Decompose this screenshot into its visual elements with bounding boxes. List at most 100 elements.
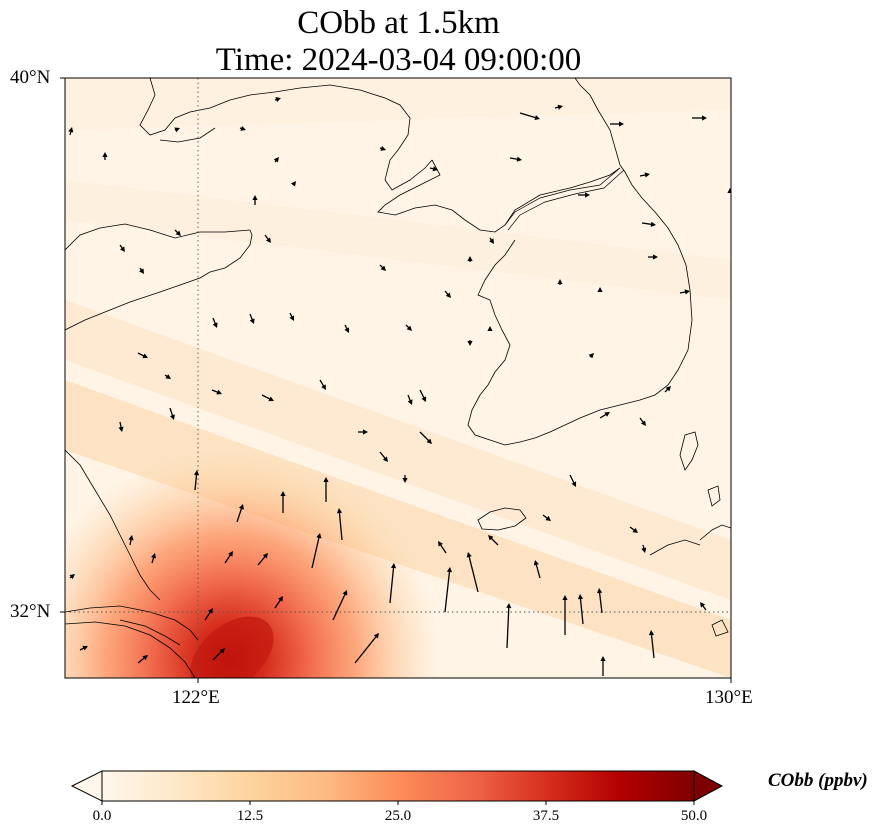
wind-vector (311, 533, 322, 569)
wind-vector (239, 125, 246, 131)
wind-vector (438, 541, 447, 554)
wind-vector (128, 535, 134, 546)
cobb-concentration-field (65, 78, 731, 678)
wind-vector (599, 412, 610, 419)
wind-vector (137, 352, 148, 359)
wind-vector (542, 514, 551, 521)
lon-label-130e: 130°E (705, 687, 753, 708)
wind-vector (139, 267, 144, 274)
coastlines (65, 78, 731, 678)
wind-vector (648, 254, 658, 260)
wind-vector (137, 655, 148, 664)
wind-vector (69, 574, 75, 580)
wind-vector (379, 264, 386, 271)
colorbar-tick-0: 0.0 (92, 808, 112, 824)
wind-vector (118, 421, 124, 432)
lon-label-122e: 122°E (172, 687, 220, 708)
wind-vector (700, 602, 707, 611)
wind-vector (274, 596, 283, 609)
map-frame (64, 77, 732, 679)
wind-vector (648, 630, 655, 659)
wind-vector (280, 491, 286, 513)
wind-vector (336, 508, 343, 541)
wind-vector (323, 477, 329, 502)
colorbar-tick-3: 37.5 (532, 808, 560, 824)
wind-vector (68, 127, 74, 136)
wind-vector (533, 560, 541, 579)
wind-vector (444, 290, 451, 298)
wind-vector (489, 237, 494, 244)
wind-vector (557, 279, 563, 285)
wind-vector (569, 474, 577, 487)
lat-label-40n: 40°N (10, 67, 51, 88)
wind-vector (554, 104, 563, 110)
wind-vector (467, 340, 473, 346)
wind-vector (405, 324, 412, 331)
colorbar-tick-2: 25.0 (384, 808, 412, 824)
wind-vector (641, 221, 656, 227)
wind-vector (174, 229, 181, 236)
wind-vector (487, 326, 493, 331)
wind-vector (319, 379, 326, 390)
wind-vector (354, 633, 379, 664)
wind-vector (577, 594, 584, 625)
wind-vector (379, 145, 386, 151)
wind-vector (211, 389, 222, 395)
wind-vector (597, 287, 603, 292)
lat-label-32n: 32°N (10, 601, 51, 622)
wind-vector (289, 312, 295, 321)
wind-vector (664, 386, 671, 393)
wind-vector (467, 256, 473, 262)
wind-vector (389, 563, 397, 604)
colorbar (70, 770, 724, 805)
wind-vector (274, 97, 281, 103)
wind-vector (639, 172, 650, 178)
wind-vector (379, 451, 388, 462)
colorbar-tick-4: 50.0 (680, 808, 708, 824)
wind-vector (506, 603, 512, 649)
wind-vector (588, 353, 594, 359)
wind-vector (641, 544, 647, 553)
wind-vector (204, 608, 213, 621)
wind-vector (402, 475, 408, 483)
wind-vector (174, 127, 180, 133)
wind-vector (261, 394, 274, 402)
map-title-line1: CObb at 1.5km (297, 5, 500, 41)
wind-vector (727, 188, 731, 193)
axis-ticks (60, 77, 732, 683)
wind-vector (264, 234, 271, 243)
wind-vector (79, 645, 88, 651)
wind-vector (249, 313, 255, 324)
wind-vector (429, 166, 438, 172)
wind-vector (332, 590, 348, 621)
wind-vector (692, 115, 707, 121)
colorbar-label: CObb (ppbv) (768, 770, 868, 791)
wind-vector (224, 551, 233, 564)
wind-vector (212, 648, 225, 661)
wind-vector (562, 595, 568, 635)
wind-vector (290, 181, 296, 187)
wind-vector (600, 656, 606, 676)
wind-vector (597, 588, 603, 614)
wind-vector (629, 526, 638, 533)
wind-vector (679, 289, 690, 295)
wind-vector (193, 470, 200, 491)
wind-vector (578, 192, 590, 198)
wind-vector (273, 157, 279, 163)
gridlines (65, 78, 731, 678)
wind-vector (212, 317, 218, 328)
wind-vectors (68, 97, 731, 676)
wind-vector (488, 535, 499, 546)
wind-vector (419, 431, 432, 444)
wind-vector (102, 152, 108, 160)
wind-vector (119, 244, 125, 252)
wind-vector (419, 389, 427, 402)
wind-vector (466, 552, 479, 593)
wind-vector (639, 417, 646, 426)
wind-vector (444, 567, 453, 613)
wind-vector (344, 324, 350, 333)
wind-vector (252, 195, 258, 205)
wind-vector (610, 121, 624, 127)
map-title-line2: Time: 2024-03-04 09:00:00 (215, 42, 582, 78)
wind-vector (509, 156, 522, 162)
